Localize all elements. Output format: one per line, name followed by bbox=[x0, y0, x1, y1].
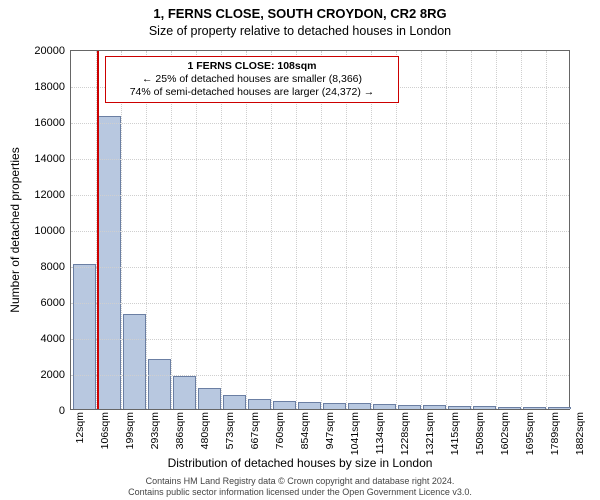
y-tick-label: 10000 bbox=[34, 225, 65, 237]
property-marker-line bbox=[97, 51, 99, 409]
x-tick-label: 1321sqm bbox=[424, 412, 436, 455]
x-tick-label: 1882sqm bbox=[574, 412, 586, 455]
grid-line-v bbox=[271, 51, 272, 409]
histogram-bar bbox=[198, 388, 221, 409]
histogram-bar bbox=[148, 359, 171, 409]
grid-line-v bbox=[171, 51, 172, 409]
footer-line-1: Contains HM Land Registry data © Crown c… bbox=[0, 476, 600, 487]
x-tick-label: 760sqm bbox=[274, 412, 286, 449]
y-tick-label: 6000 bbox=[41, 297, 65, 309]
histogram-bar bbox=[448, 406, 471, 409]
y-tick-label: 0 bbox=[59, 405, 65, 417]
grid-line-v bbox=[496, 51, 497, 409]
x-axis-title: Distribution of detached houses by size … bbox=[0, 456, 600, 470]
x-tick-label: 1415sqm bbox=[449, 412, 461, 455]
histogram-bar bbox=[248, 399, 271, 409]
grid-line-v bbox=[421, 51, 422, 409]
histogram-bar bbox=[273, 401, 296, 409]
chart-title: 1, FERNS CLOSE, SOUTH CROYDON, CR2 8RG bbox=[0, 6, 600, 21]
annotation-line-1: 1 FERNS CLOSE: 108sqm bbox=[112, 60, 392, 73]
histogram-bar bbox=[523, 407, 546, 409]
histogram-bar bbox=[348, 403, 371, 409]
x-tick-label: 1602sqm bbox=[499, 412, 511, 455]
histogram-bar bbox=[498, 407, 521, 409]
chart-subtitle: Size of property relative to detached ho… bbox=[0, 24, 600, 38]
grid-line-v bbox=[346, 51, 347, 409]
grid-line-v bbox=[546, 51, 547, 409]
x-tick-label: 1228sqm bbox=[399, 412, 411, 455]
x-tick-label: 293sqm bbox=[149, 412, 161, 449]
grid-line-v bbox=[371, 51, 372, 409]
grid-line-v bbox=[396, 51, 397, 409]
grid-line-v bbox=[296, 51, 297, 409]
y-tick-label: 2000 bbox=[41, 369, 65, 381]
histogram-bar bbox=[548, 407, 571, 409]
histogram-bar bbox=[123, 314, 146, 409]
histogram-bar bbox=[223, 395, 246, 409]
x-tick-label: 480sqm bbox=[199, 412, 211, 449]
plot-area: 0200040006000800010000120001400016000180… bbox=[70, 50, 570, 410]
annotation-line-2: ← 25% of detached houses are smaller (8,… bbox=[112, 73, 392, 86]
x-tick-label: 1041sqm bbox=[349, 412, 361, 455]
grid-line-v bbox=[121, 51, 122, 409]
grid-line-v bbox=[521, 51, 522, 409]
histogram-bar bbox=[373, 404, 396, 409]
x-tick-label: 667sqm bbox=[249, 412, 261, 449]
grid-line-v bbox=[196, 51, 197, 409]
annotation-box: 1 FERNS CLOSE: 108sqm ← 25% of detached … bbox=[105, 56, 399, 103]
x-tick-label: 947sqm bbox=[324, 412, 336, 449]
annotation-line-3: 74% of semi-detached houses are larger (… bbox=[112, 86, 392, 99]
grid-line-v bbox=[446, 51, 447, 409]
y-axis-title: Number of detached properties bbox=[8, 147, 22, 312]
y-tick-label: 4000 bbox=[41, 333, 65, 345]
y-tick-label: 12000 bbox=[34, 189, 65, 201]
y-tick-label: 8000 bbox=[41, 261, 65, 273]
histogram-bar bbox=[298, 402, 321, 409]
histogram-bar bbox=[423, 405, 446, 409]
x-tick-label: 573sqm bbox=[224, 412, 236, 449]
chart-container: 1, FERNS CLOSE, SOUTH CROYDON, CR2 8RG S… bbox=[0, 0, 600, 500]
grid-line-v bbox=[246, 51, 247, 409]
histogram-bar bbox=[98, 116, 121, 409]
x-tick-label: 1508sqm bbox=[474, 412, 486, 455]
histogram-bar bbox=[323, 403, 346, 409]
grid-line-v bbox=[221, 51, 222, 409]
histogram-bar bbox=[73, 264, 96, 409]
x-tick-label: 12sqm bbox=[74, 412, 86, 444]
x-tick-label: 1695sqm bbox=[524, 412, 536, 455]
x-tick-label: 1789sqm bbox=[549, 412, 561, 455]
y-tick-label: 14000 bbox=[34, 153, 65, 165]
footer-attribution: Contains HM Land Registry data © Crown c… bbox=[0, 476, 600, 498]
histogram-bar bbox=[398, 405, 421, 409]
x-tick-label: 106sqm bbox=[99, 412, 111, 449]
footer-line-2: Contains public sector information licen… bbox=[0, 487, 600, 498]
x-tick-label: 386sqm bbox=[174, 412, 186, 449]
x-tick-label: 1134sqm bbox=[374, 412, 386, 454]
y-tick-label: 18000 bbox=[34, 81, 65, 93]
y-tick-label: 20000 bbox=[34, 45, 65, 57]
grid-line-v bbox=[146, 51, 147, 409]
grid-line-v bbox=[471, 51, 472, 409]
grid-line-v bbox=[321, 51, 322, 409]
x-tick-label: 854sqm bbox=[299, 412, 311, 449]
x-tick-label: 199sqm bbox=[124, 412, 136, 449]
histogram-bar bbox=[473, 406, 496, 409]
y-tick-label: 16000 bbox=[34, 117, 65, 129]
histogram-bar bbox=[173, 376, 196, 409]
